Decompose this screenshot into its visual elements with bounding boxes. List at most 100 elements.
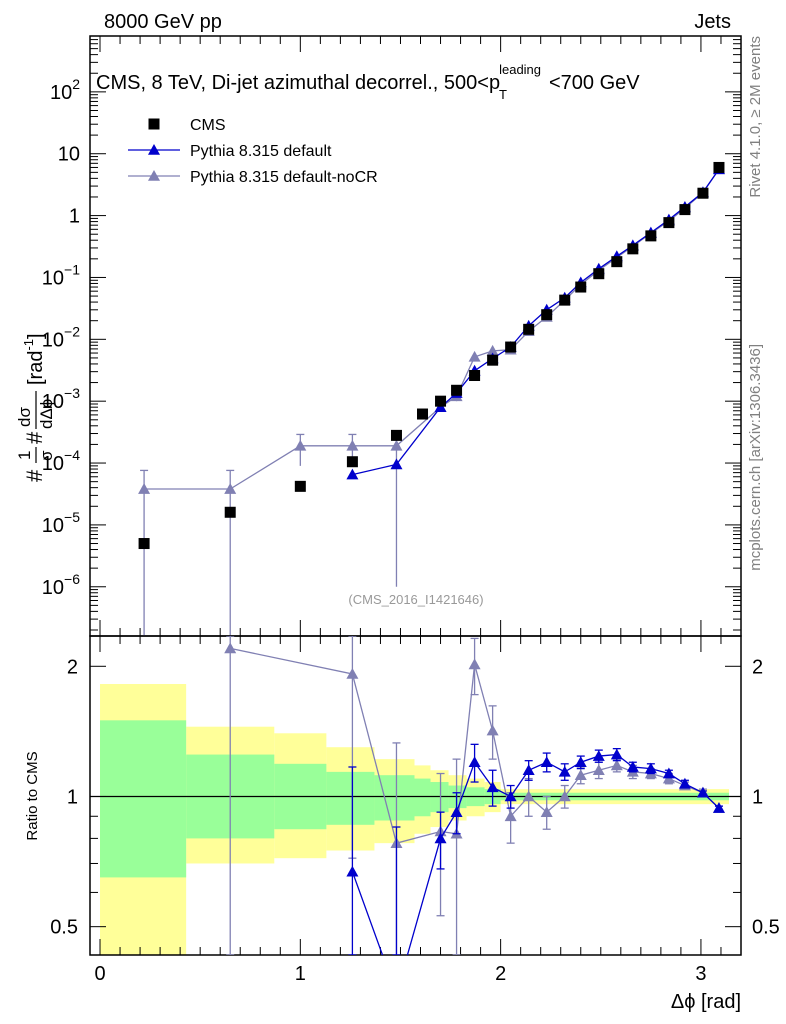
cms-point-18	[645, 230, 657, 242]
legend-marker-0	[148, 118, 160, 130]
cms-point-11	[523, 323, 535, 335]
ratio-default-point-16	[678, 777, 691, 789]
noCR-point-7	[468, 350, 481, 362]
ratio-default-point-7	[522, 764, 535, 776]
cms-point-20	[679, 204, 691, 216]
ratio-series	[224, 636, 725, 999]
xtick-label-1: 1	[295, 963, 306, 985]
ratio-default-point-0	[346, 865, 359, 877]
ratio-default-point-12	[610, 748, 623, 760]
main-ytick-label-2: 10−4	[42, 447, 80, 475]
main-ytick-exp-3: −3	[64, 385, 80, 401]
cms-point-17	[627, 243, 639, 255]
main-ytick-exp-1: −5	[64, 509, 80, 525]
main-ylabel-frac1-den: σ	[37, 450, 56, 461]
legend-label-2: Pythia 8.315 default-noCR	[190, 169, 378, 186]
main-ylabel-unit-text: [rad	[25, 351, 47, 385]
main-ylabel-unit: [rad-1]	[21, 333, 47, 385]
xtick-label-2: 2	[495, 963, 506, 985]
cms-point-3	[346, 456, 358, 468]
ratio-noCR-point-13	[610, 759, 623, 771]
cms-point-6	[435, 395, 447, 407]
main-ytick-label-6: 1	[69, 206, 80, 228]
cms-point-4	[390, 429, 402, 441]
cms-point-13	[559, 294, 571, 306]
cms-point-2	[294, 480, 306, 492]
ratio-noCR-point-7	[504, 810, 517, 822]
band-inner-6	[430, 782, 449, 813]
main-ylabel-hash2: #	[22, 431, 47, 444]
cms-point-12	[541, 309, 553, 321]
main-ytick-label-4: 10−2	[42, 323, 80, 351]
main-ytick-label-7: 10	[58, 144, 80, 166]
plot-title-end: <700 GeV	[549, 72, 640, 94]
ratio-noCR-point-10	[558, 790, 571, 802]
ratio-default-point-11	[592, 750, 605, 761]
noCR-point-4	[390, 439, 403, 451]
ratio-default-point-8	[540, 756, 553, 768]
ratio-bands	[100, 684, 729, 955]
cms-point-5	[417, 408, 429, 420]
analysis-watermark: (CMS_2016_I1421646)	[348, 592, 483, 607]
xtick-label-0: 0	[94, 963, 105, 985]
band-inner-5	[414, 778, 431, 817]
main-ytick-label-5: 10−1	[42, 261, 80, 289]
cms-point-15	[593, 268, 605, 280]
ratio-default-point-5	[486, 781, 499, 793]
legend-marker-1	[148, 144, 160, 155]
ratio-ytick-label-left-0: 0.5	[50, 917, 78, 939]
cms-point-8	[469, 370, 481, 382]
band-inner-3	[326, 771, 375, 825]
main-ylabel-unit-end: ]	[25, 333, 47, 339]
main-ytick-base-8: 10	[50, 82, 72, 104]
header-left: 8000 GeV pp	[104, 11, 222, 33]
main-series	[138, 161, 725, 636]
header-right: Jets	[694, 11, 731, 33]
ratio-noCR-point-5	[468, 658, 481, 670]
ratio-noCR-point-6	[486, 724, 499, 736]
ratio-noCR-point-8	[522, 790, 535, 802]
ratio-noCR-point-11	[574, 769, 587, 780]
main-ytick-exp-4: −2	[64, 323, 80, 339]
xlabel: Δϕ [rad]	[671, 991, 741, 1013]
ratio-noCR-point-12	[592, 764, 605, 776]
ratio-default-point-1	[390, 988, 402, 999]
cms-point-9	[487, 354, 499, 366]
main-ytick-label-3: 10−3	[42, 385, 80, 413]
ratio-ytick-label-right-2: 2	[752, 656, 763, 678]
default-point-0	[346, 468, 359, 480]
noCR-point-3	[346, 439, 359, 451]
ratio-ylabel: Ratio to CMS	[24, 751, 41, 840]
main-ytick-base-4: 10	[42, 329, 64, 351]
mcplots-label: mcplots.cern.ch [arXiv:1306.3436]	[747, 344, 764, 571]
ratio-default-point-18	[712, 802, 725, 813]
cms-point-16	[611, 256, 623, 268]
main-ylabel-frac2-num: dσ	[15, 407, 34, 427]
noCR-point-1	[224, 483, 237, 494]
ratio-default-point-14	[644, 762, 657, 774]
ratio-default-point-15	[662, 767, 675, 779]
legend-label-0: CMS	[190, 117, 226, 134]
main-ytick-exp-5: −1	[64, 261, 80, 277]
ratio-default-point-9	[558, 765, 571, 777]
main-ylabel-frac1-num: 1	[15, 451, 34, 460]
noCR-point-0	[138, 483, 151, 494]
main-ytick-exp-0: −6	[64, 571, 80, 587]
noCR-line	[144, 168, 720, 490]
cms-point-14	[575, 281, 587, 293]
noCR-point-8	[486, 344, 499, 356]
cms-point-0	[138, 538, 150, 550]
ratio-ytick-label-right-0: 0.5	[752, 917, 780, 939]
main-ytick-label-0: 10−6	[42, 571, 80, 599]
ratio-noCR-point-1	[346, 667, 359, 679]
main-ylabel-hash: #	[22, 469, 47, 482]
rivet-label: Rivet 4.1.0, ≥ 2M events	[747, 36, 764, 198]
ratio-default-point-10	[574, 756, 587, 768]
legend-label-1: Pythia 8.315 default	[190, 143, 332, 160]
ratio-ytick-label-left-2: 2	[67, 656, 78, 678]
plot-title-sub: T	[499, 87, 507, 102]
ratio-ytick-label-right-1: 1	[752, 786, 763, 808]
ratio-ytick-label-left-1: 1	[67, 786, 78, 808]
main-ytick-base-2: 10	[42, 453, 64, 475]
